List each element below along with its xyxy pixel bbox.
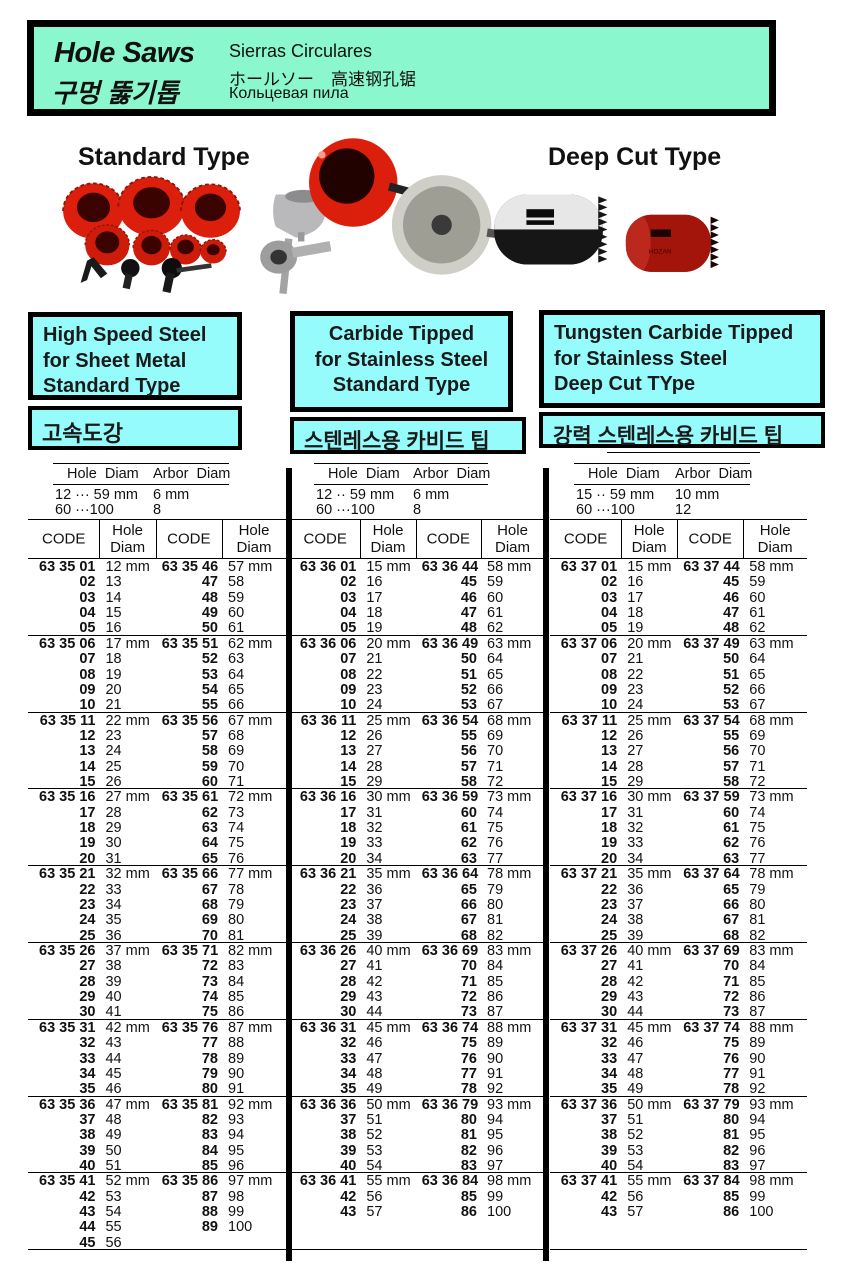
svg-text:HOZAN: HOZAN: [649, 248, 672, 255]
